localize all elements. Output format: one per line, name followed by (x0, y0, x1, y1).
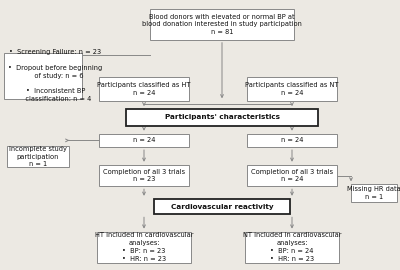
FancyBboxPatch shape (150, 9, 294, 40)
Text: NT included in cardiovascular
analyses:
•  BP: n = 24
•  HR: n = 23: NT included in cardiovascular analyses: … (243, 232, 341, 262)
Text: n = 24: n = 24 (133, 137, 155, 143)
Text: •  Screening Failure: n = 23

•  Dropout before beginning
   of study: n = 6

• : • Screening Failure: n = 23 • Dropout be… (8, 49, 102, 102)
FancyBboxPatch shape (97, 231, 191, 262)
FancyBboxPatch shape (99, 134, 189, 147)
FancyBboxPatch shape (247, 77, 337, 101)
Text: Completion of all 3 trials
n = 23: Completion of all 3 trials n = 23 (103, 169, 185, 182)
FancyBboxPatch shape (7, 146, 69, 167)
FancyBboxPatch shape (126, 109, 318, 126)
Text: Incomplete study
participation
n = 1: Incomplete study participation n = 1 (9, 146, 67, 167)
FancyBboxPatch shape (4, 53, 82, 99)
Text: Participants classified as NT
n = 24: Participants classified as NT n = 24 (245, 82, 339, 96)
Text: n = 24: n = 24 (281, 137, 303, 143)
FancyBboxPatch shape (351, 184, 397, 202)
FancyBboxPatch shape (245, 231, 339, 262)
FancyBboxPatch shape (247, 134, 337, 147)
Text: Participants classified as HT
n = 24: Participants classified as HT n = 24 (97, 82, 191, 96)
Text: Blood donors with elevated or normal BP at
blood donation interested in study pa: Blood donors with elevated or normal BP … (142, 14, 302, 35)
FancyBboxPatch shape (99, 165, 189, 186)
FancyBboxPatch shape (99, 77, 189, 101)
Text: Completion of all 3 trials
n = 24: Completion of all 3 trials n = 24 (251, 169, 333, 182)
Text: Missing HR data
n = 1: Missing HR data n = 1 (347, 186, 400, 200)
FancyBboxPatch shape (247, 165, 337, 186)
Text: Cardiovascular reactivity: Cardiovascular reactivity (171, 204, 273, 210)
Text: HT included in cardiovascular
analyses:
•  BP: n = 23
•  HR: n = 23: HT included in cardiovascular analyses: … (95, 232, 193, 262)
FancyBboxPatch shape (154, 199, 290, 214)
Text: Participants' characteristics: Participants' characteristics (164, 114, 280, 120)
